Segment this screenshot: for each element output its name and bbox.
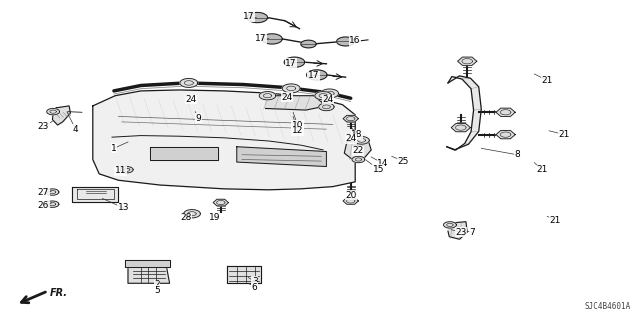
Polygon shape <box>496 108 515 116</box>
Text: 21: 21 <box>536 165 548 174</box>
Text: 1: 1 <box>111 144 116 153</box>
Text: 12: 12 <box>292 126 303 135</box>
Text: 11: 11 <box>115 166 126 175</box>
Polygon shape <box>315 92 332 100</box>
Polygon shape <box>337 37 355 46</box>
Text: 10: 10 <box>292 121 303 130</box>
Text: 13: 13 <box>118 204 129 212</box>
Polygon shape <box>447 76 481 150</box>
Polygon shape <box>227 266 261 283</box>
Polygon shape <box>262 34 282 44</box>
Polygon shape <box>354 137 369 144</box>
Polygon shape <box>352 156 365 163</box>
Polygon shape <box>120 167 133 173</box>
Polygon shape <box>321 89 339 98</box>
Polygon shape <box>93 90 355 190</box>
Text: 16: 16 <box>349 36 361 45</box>
Polygon shape <box>284 57 305 67</box>
Text: 7: 7 <box>470 228 475 237</box>
Polygon shape <box>237 147 326 167</box>
Text: 19: 19 <box>209 213 220 222</box>
Text: 9: 9 <box>196 114 201 122</box>
Polygon shape <box>319 103 334 111</box>
Text: 23: 23 <box>38 122 49 131</box>
Text: 17: 17 <box>285 59 297 68</box>
Text: 15: 15 <box>372 165 384 174</box>
Text: 22: 22 <box>353 146 364 155</box>
Polygon shape <box>72 187 118 202</box>
Text: 8: 8 <box>515 150 520 159</box>
Text: 4: 4 <box>73 125 78 134</box>
Polygon shape <box>46 189 59 195</box>
Text: SJC4B4601A: SJC4B4601A <box>584 302 630 311</box>
Polygon shape <box>448 222 467 239</box>
Text: 5: 5 <box>154 286 159 295</box>
Polygon shape <box>52 106 70 125</box>
Text: 28: 28 <box>180 213 191 222</box>
Text: 24: 24 <box>185 95 196 104</box>
Text: 27: 27 <box>38 189 49 197</box>
Polygon shape <box>47 108 60 115</box>
Text: 17: 17 <box>255 34 267 43</box>
Text: 21: 21 <box>559 130 570 139</box>
Polygon shape <box>301 40 316 48</box>
Polygon shape <box>180 78 198 87</box>
Text: 24: 24 <box>345 134 356 143</box>
Text: 17: 17 <box>308 71 319 80</box>
Text: 25: 25 <box>397 157 409 166</box>
Polygon shape <box>259 92 276 100</box>
Polygon shape <box>458 57 477 65</box>
Polygon shape <box>247 12 268 23</box>
Polygon shape <box>128 266 170 283</box>
Text: 23: 23 <box>455 228 467 237</box>
Polygon shape <box>266 96 326 110</box>
Text: FR.: FR. <box>50 288 68 298</box>
Text: 3: 3 <box>252 277 257 286</box>
Polygon shape <box>150 147 218 160</box>
Polygon shape <box>496 130 515 139</box>
Text: 24: 24 <box>281 93 292 102</box>
Text: 21: 21 <box>549 216 561 225</box>
Polygon shape <box>451 123 470 132</box>
Text: 20: 20 <box>345 191 356 200</box>
Polygon shape <box>307 70 327 80</box>
Polygon shape <box>125 260 170 267</box>
Polygon shape <box>343 115 358 122</box>
Polygon shape <box>343 198 358 204</box>
Polygon shape <box>344 140 371 160</box>
Text: 14: 14 <box>377 159 388 168</box>
Text: 26: 26 <box>38 201 49 210</box>
Text: 18: 18 <box>351 130 363 139</box>
Text: 21: 21 <box>541 76 553 85</box>
Text: 24: 24 <box>322 95 333 104</box>
Polygon shape <box>213 199 228 206</box>
Polygon shape <box>282 84 300 93</box>
Text: 2: 2 <box>154 280 159 289</box>
Polygon shape <box>46 201 59 207</box>
Polygon shape <box>444 222 456 228</box>
Text: 6: 6 <box>252 283 257 292</box>
Text: 17: 17 <box>243 12 254 21</box>
Polygon shape <box>184 210 200 218</box>
